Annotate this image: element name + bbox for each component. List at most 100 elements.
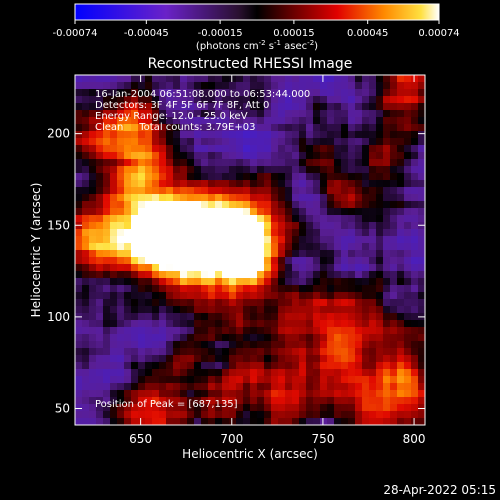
heatmap-cell xyxy=(397,236,405,244)
heatmap-cell xyxy=(124,320,132,328)
heatmap-cell xyxy=(138,229,146,237)
heatmap-cell xyxy=(159,117,167,125)
heatmap-cell xyxy=(348,89,356,97)
heatmap-cell xyxy=(278,250,286,258)
heatmap-cell xyxy=(278,257,286,265)
heatmap-cell xyxy=(194,194,202,202)
heatmap-cell xyxy=(292,264,300,272)
heatmap-cell xyxy=(131,96,139,104)
heatmap-cell xyxy=(75,355,83,363)
heatmap-cell xyxy=(320,222,328,230)
heatmap-cell xyxy=(418,348,425,356)
heatmap-cell xyxy=(278,243,286,251)
heatmap-cell xyxy=(271,145,279,153)
heatmap-cell xyxy=(264,131,272,139)
heatmap-cell xyxy=(208,362,216,370)
heatmap-cell xyxy=(75,299,83,307)
heatmap-cell xyxy=(278,159,286,167)
heatmap-cell xyxy=(215,131,223,139)
heatmap-cell xyxy=(103,292,111,300)
heatmap-cell xyxy=(355,159,363,167)
heatmap-cell xyxy=(243,131,251,139)
heatmap-cell xyxy=(285,292,293,300)
heatmap-cell xyxy=(117,278,125,286)
heatmap-cell xyxy=(418,110,425,118)
heatmap-cell xyxy=(404,215,412,223)
heatmap-cell xyxy=(110,82,118,90)
heatmap-cell xyxy=(369,89,377,97)
heatmap-cell xyxy=(320,103,328,111)
heatmap-cell xyxy=(187,89,195,97)
heatmap-cell xyxy=(110,131,118,139)
heatmap-cell xyxy=(229,215,237,223)
heatmap-cell xyxy=(299,124,307,132)
heatmap-cell xyxy=(243,411,251,419)
heatmap-cell xyxy=(173,334,181,342)
heatmap-cell xyxy=(82,180,90,188)
heatmap-cell xyxy=(75,264,83,272)
heatmap-cell xyxy=(369,348,377,356)
heatmap-cell xyxy=(236,75,244,83)
heatmap-cell xyxy=(390,271,398,279)
heatmap-cell xyxy=(103,145,111,153)
heatmap-cell xyxy=(229,159,237,167)
heatmap-cell xyxy=(306,250,314,258)
heatmap-cell xyxy=(292,257,300,265)
heatmap-cell xyxy=(75,236,83,244)
heatmap-cell xyxy=(271,187,279,195)
heatmap-cell xyxy=(299,341,307,349)
heatmap-cell xyxy=(250,229,258,237)
heatmap-cell xyxy=(306,348,314,356)
heatmap-cell xyxy=(131,306,139,314)
heatmap-cell xyxy=(418,278,425,286)
heatmap-cell xyxy=(110,152,118,160)
heatmap-cell xyxy=(404,250,412,258)
heatmap-cell xyxy=(250,278,258,286)
heatmap-cell xyxy=(103,103,111,111)
heatmap-cell xyxy=(75,390,83,398)
heatmap-cell xyxy=(257,103,265,111)
heatmap-cell xyxy=(145,145,153,153)
heatmap-cell xyxy=(236,82,244,90)
heatmap-cell xyxy=(117,166,125,174)
heatmap-cell xyxy=(327,376,335,384)
heatmap-cell xyxy=(411,334,419,342)
heatmap-cell xyxy=(278,292,286,300)
heatmap-cell xyxy=(208,75,216,83)
heatmap-cell xyxy=(411,320,419,328)
heatmap-cell xyxy=(369,390,377,398)
heatmap-cell xyxy=(110,138,118,146)
heatmap-cell xyxy=(320,208,328,216)
heatmap-cell xyxy=(117,341,125,349)
heatmap-cell xyxy=(117,215,125,223)
heatmap-cell xyxy=(187,257,195,265)
heatmap-cell xyxy=(124,404,132,412)
heatmap-cell xyxy=(180,96,188,104)
heatmap-cell xyxy=(369,285,377,293)
heatmap-cell xyxy=(411,376,419,384)
heatmap-cell xyxy=(82,131,90,139)
heatmap-cell xyxy=(264,201,272,209)
heatmap-cell xyxy=(362,103,370,111)
heatmap-cell xyxy=(285,313,293,321)
heatmap-cell xyxy=(236,138,244,146)
heatmap-cell xyxy=(390,334,398,342)
heatmap-cell xyxy=(215,110,223,118)
heatmap-cell xyxy=(264,110,272,118)
heatmap-cell xyxy=(404,334,412,342)
heatmap-cell xyxy=(138,334,146,342)
heatmap-cell xyxy=(341,348,349,356)
heatmap-cell xyxy=(362,173,370,181)
heatmap-cell xyxy=(117,362,125,370)
heatmap-cell xyxy=(390,201,398,209)
heatmap-cell xyxy=(334,306,342,314)
heatmap-cell xyxy=(390,159,398,167)
heatmap-cell xyxy=(229,341,237,349)
heatmap-cell xyxy=(75,89,83,97)
heatmap-cell xyxy=(292,404,300,412)
heatmap-cell xyxy=(131,397,139,405)
heatmap-cell xyxy=(285,75,293,83)
heatmap-cell xyxy=(215,124,223,132)
heatmap-cell xyxy=(103,404,111,412)
heatmap-cell xyxy=(397,271,405,279)
